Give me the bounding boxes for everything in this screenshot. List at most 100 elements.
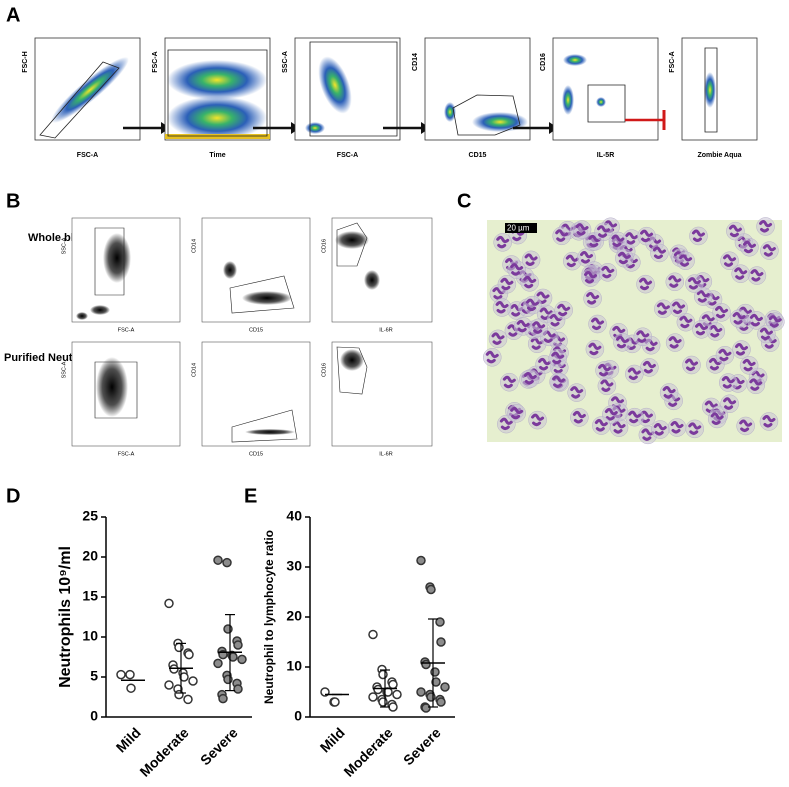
nucleus xyxy=(762,244,776,257)
nucleus xyxy=(491,332,505,345)
axis-label: FSC-A xyxy=(77,152,98,159)
cell xyxy=(483,348,502,367)
nucleus xyxy=(530,337,544,350)
nucleus xyxy=(551,351,565,365)
nucleus xyxy=(628,410,642,424)
nucleus xyxy=(627,367,641,380)
nucleus xyxy=(495,300,509,314)
cell xyxy=(554,300,573,320)
data-point xyxy=(237,654,247,665)
flow-density xyxy=(51,56,129,124)
data-point xyxy=(421,703,431,713)
cell xyxy=(685,274,704,293)
data-point xyxy=(330,697,340,707)
data-point xyxy=(368,629,378,640)
data-point xyxy=(430,667,440,677)
axis-label: CD14 xyxy=(191,239,197,253)
cell xyxy=(521,369,540,388)
y-tick-label: 25 xyxy=(82,508,98,524)
nucleus xyxy=(531,413,545,427)
flow-density xyxy=(364,270,380,290)
nucleus xyxy=(749,378,763,391)
nucleus xyxy=(496,235,510,249)
nucleus xyxy=(685,358,699,371)
data-point xyxy=(179,672,189,682)
cell xyxy=(625,364,644,384)
data-point xyxy=(368,692,378,702)
cell xyxy=(513,317,533,336)
cell xyxy=(665,333,685,352)
nucleus xyxy=(653,423,667,436)
nucleus xyxy=(742,240,756,254)
data-point xyxy=(378,697,388,707)
axis-label: SSC-A xyxy=(61,361,67,378)
nucleus xyxy=(586,292,600,305)
y-tick-label: 30 xyxy=(286,558,302,574)
cell xyxy=(759,412,779,431)
cell xyxy=(520,273,539,292)
data-point xyxy=(213,555,223,565)
data-point xyxy=(233,640,243,650)
cell xyxy=(570,408,589,427)
gate xyxy=(94,361,138,419)
data-point xyxy=(116,669,126,680)
axis-label: IL-6R xyxy=(379,327,392,333)
cell xyxy=(707,409,727,429)
data-point xyxy=(436,637,446,647)
data-point xyxy=(125,669,135,680)
nucleus xyxy=(538,357,552,371)
axis-label: IL-6R xyxy=(379,451,392,457)
flow-density xyxy=(76,312,88,320)
cell xyxy=(598,263,618,282)
flow-density xyxy=(223,261,237,279)
cell xyxy=(636,274,655,294)
nucleus xyxy=(636,330,650,343)
x-tick-label: Severe xyxy=(197,724,241,768)
cell xyxy=(659,383,679,402)
cell xyxy=(572,220,592,239)
cell xyxy=(760,241,779,260)
panel-label: A xyxy=(6,4,20,26)
data-point xyxy=(222,557,232,568)
panel-label: B xyxy=(6,190,20,212)
panel-label: C xyxy=(457,190,471,212)
nucleus xyxy=(579,251,593,264)
nucleus xyxy=(723,254,737,267)
nucleus xyxy=(742,358,756,372)
nucleus xyxy=(591,317,605,330)
cell xyxy=(581,268,600,287)
cell xyxy=(493,233,512,252)
cell xyxy=(685,419,705,439)
nucleus xyxy=(588,234,602,248)
data-point xyxy=(223,624,233,634)
nucleus xyxy=(601,265,615,279)
flow-density xyxy=(444,102,456,122)
data-point xyxy=(421,659,431,670)
gate xyxy=(704,47,718,133)
data-point xyxy=(169,664,179,674)
nucleus xyxy=(656,302,670,315)
x-tick-label: Mild xyxy=(113,724,144,755)
axis-label: CD14 xyxy=(191,363,197,377)
nucleus xyxy=(611,234,625,247)
cell xyxy=(492,298,512,317)
nucleus xyxy=(570,386,584,399)
nucleus xyxy=(762,415,776,428)
nucleus xyxy=(523,372,537,385)
nucleus xyxy=(552,375,566,388)
nucleus xyxy=(500,277,514,291)
cell xyxy=(567,383,586,402)
cell xyxy=(592,416,611,435)
flow-density xyxy=(704,72,716,108)
cell xyxy=(633,327,653,347)
flow-density xyxy=(167,96,267,140)
axis-label: CD15 xyxy=(249,451,263,457)
cell xyxy=(650,243,669,263)
y-tick-label: 15 xyxy=(82,588,98,604)
panel-label: E xyxy=(244,485,257,507)
nucleus xyxy=(588,342,602,356)
cell xyxy=(746,375,766,395)
nucleus xyxy=(709,325,723,338)
cell xyxy=(585,339,605,359)
